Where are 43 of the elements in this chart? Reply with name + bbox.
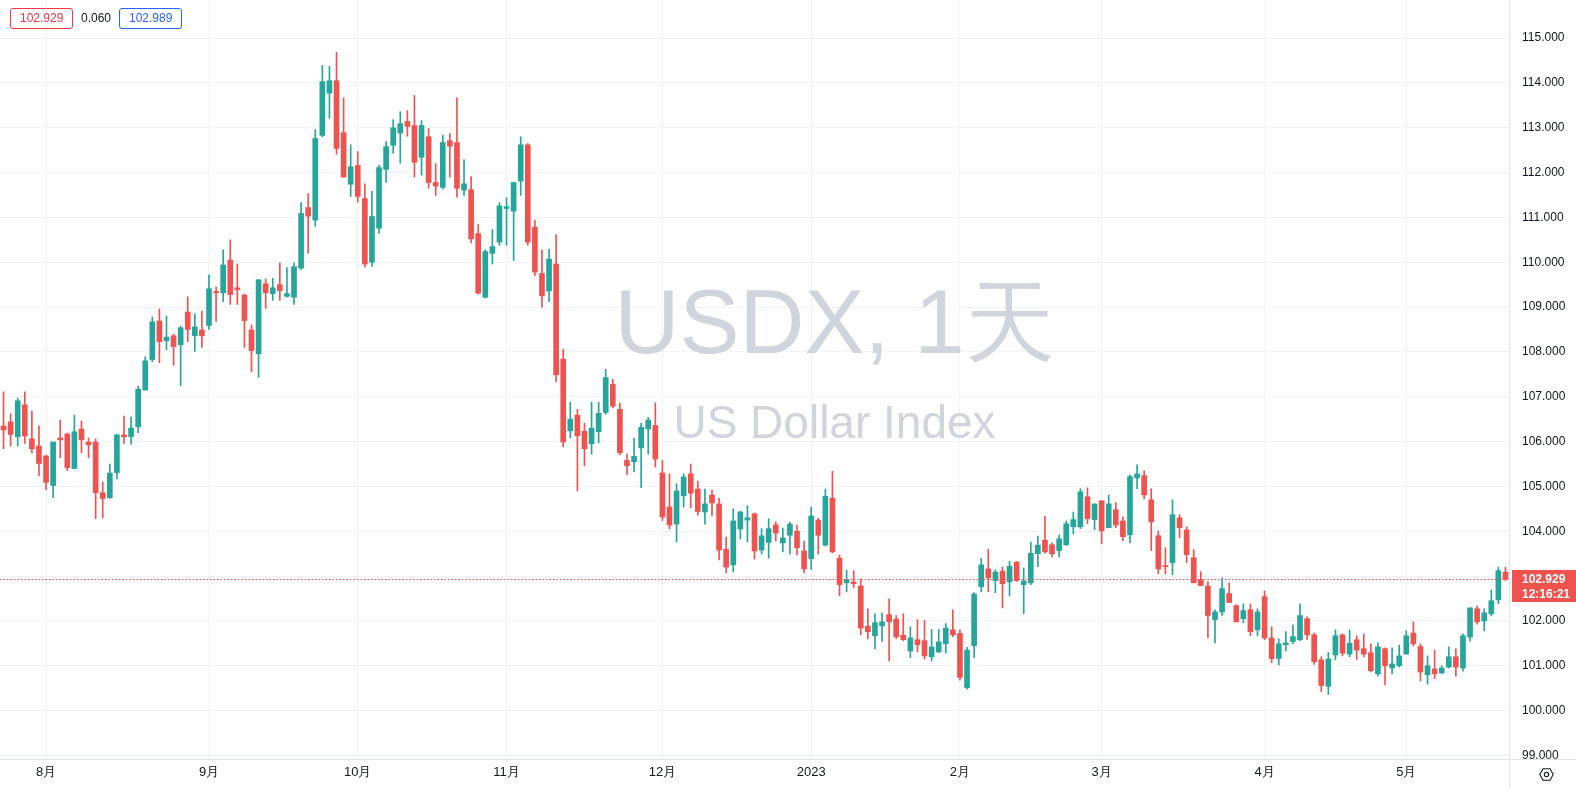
candlestick — [305, 193, 312, 254]
y-tick-label: 106.000 — [1522, 433, 1566, 448]
y-tick-label: 104.000 — [1522, 523, 1566, 538]
candlestick — [191, 313, 198, 352]
y-tick-label: 112.000 — [1522, 164, 1565, 179]
candlestick — [213, 286, 219, 322]
y-tick-label: 110.000 — [1522, 254, 1565, 269]
x-tick-label: 12月 — [648, 764, 677, 780]
candlestick — [461, 159, 467, 196]
candlestick — [432, 163, 439, 196]
annotation: 102.929 — [10, 8, 74, 29]
y-tick-label: 100.000 — [1522, 702, 1566, 717]
candlestick — [277, 262, 283, 301]
candlestick — [1212, 609, 1218, 644]
y-tick-label: 101.000 — [1522, 658, 1566, 673]
x-tick-label: 10月 — [344, 764, 372, 780]
x-tick-label: 2023 — [796, 764, 826, 780]
annotation: 102.989 — [119, 8, 183, 29]
candlestick — [199, 310, 205, 348]
candlestick — [702, 488, 708, 525]
candlestick — [99, 481, 106, 519]
y-tick-label: 109.000 — [1522, 299, 1566, 314]
candlestick — [631, 437, 637, 472]
y-tick-label: 114.000 — [1522, 75, 1565, 90]
y-tick-label: 108.000 — [1522, 344, 1566, 359]
ref-line-label: 102.929 — [1512, 570, 1576, 589]
x-tick-label: 2月 — [949, 764, 971, 780]
x-tick-label: 8月 — [35, 764, 57, 780]
x-tick-label: 5月 — [1396, 764, 1417, 780]
y-tick-label: 113.000 — [1522, 120, 1565, 135]
annotation: 0.060 — [80, 10, 113, 27]
y-tick-label: 99.000 — [1522, 747, 1560, 762]
x-tick-label: 9月 — [198, 764, 220, 780]
y-tick-label: 107.000 — [1522, 389, 1566, 404]
candlestick — [780, 527, 786, 553]
y-tick-label: 111.000 — [1522, 209, 1564, 224]
y-tick-label: 102.000 — [1522, 613, 1566, 628]
y-tick-label: 105.000 — [1522, 478, 1566, 493]
y-tick-label: 115.000 — [1522, 30, 1565, 45]
x-tick-label: 11月 — [493, 764, 520, 780]
text: 12:16:21 — [1512, 587, 1576, 603]
x-tick-label: 3月 — [1091, 764, 1112, 780]
x-tick-label: 4月 — [1254, 764, 1275, 780]
